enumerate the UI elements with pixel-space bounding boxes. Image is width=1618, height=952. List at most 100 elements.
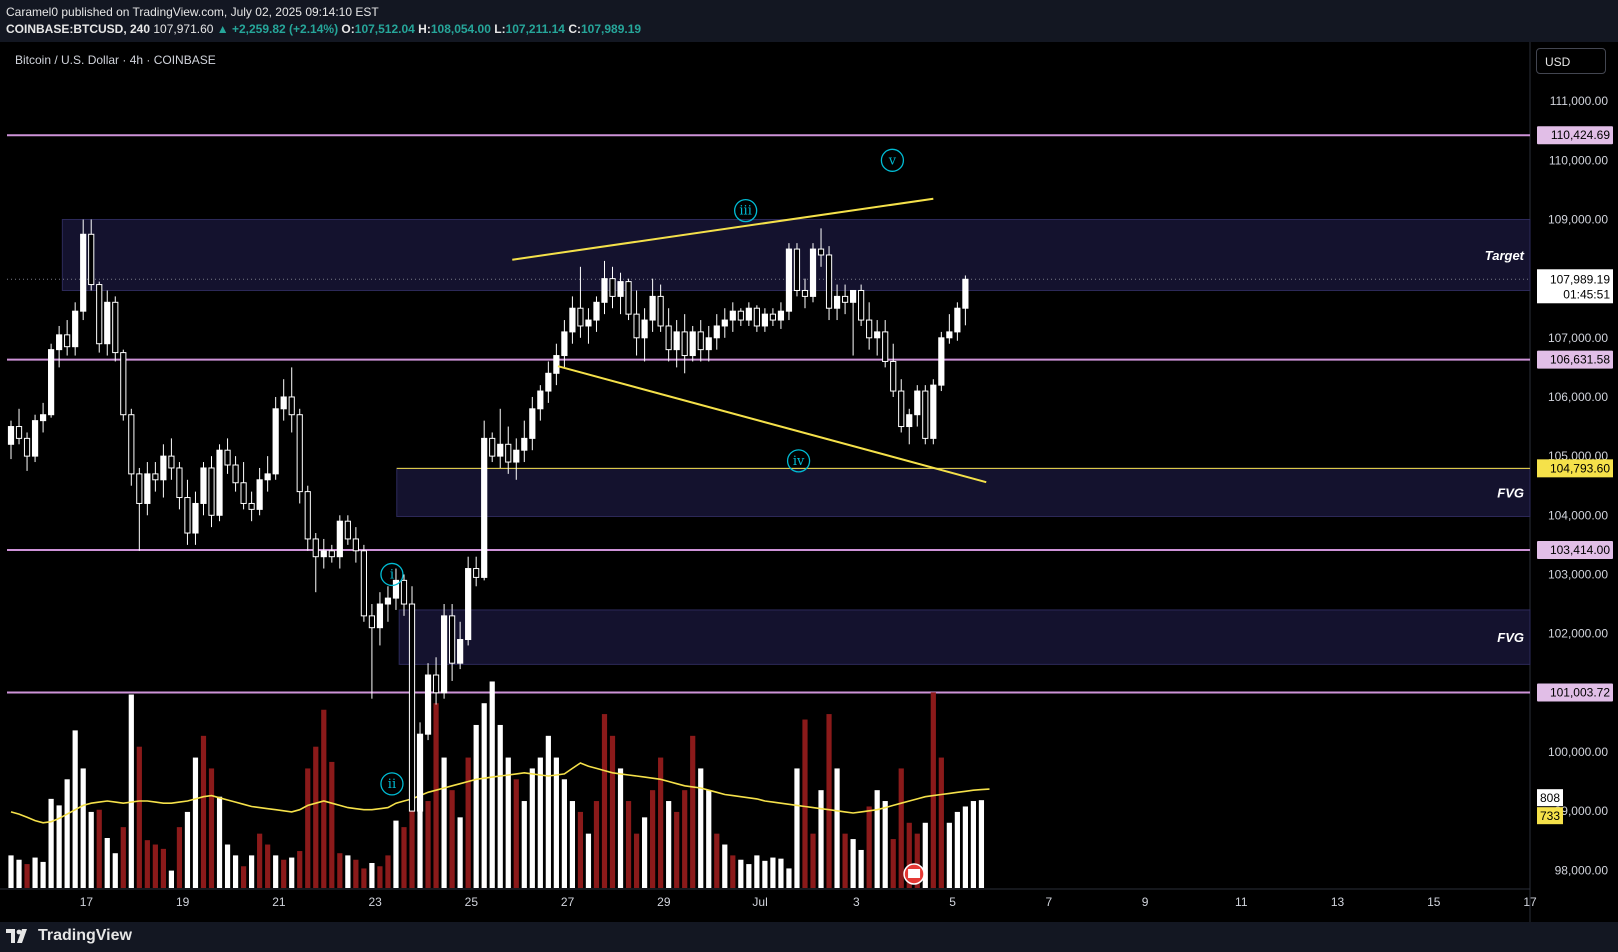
candle-body <box>657 295 664 327</box>
candle-body <box>296 414 303 493</box>
volume-bar <box>353 859 359 888</box>
header-bar: Caramel0 published on TradingView.com, J… <box>0 0 1618 42</box>
volume-bar <box>224 844 231 888</box>
candle-body <box>136 473 143 504</box>
candle-body <box>513 449 520 463</box>
volume-bar <box>329 761 335 888</box>
candle-body <box>697 331 704 351</box>
volume-bar <box>128 694 134 888</box>
volume-bar <box>208 768 215 888</box>
volume-bar <box>465 757 471 888</box>
volume-bar <box>369 863 375 888</box>
volume-bar <box>674 811 680 888</box>
level-label-1: 106,631.58 <box>1550 353 1610 367</box>
price-chart[interactable]: TargetFVGFVGiiiiiiivv111,000.00110,000.0… <box>0 42 1618 922</box>
volume-bar <box>593 801 600 888</box>
candle-body <box>938 337 945 386</box>
volume-bar <box>200 735 207 888</box>
candle-body <box>801 289 809 297</box>
candle-body <box>609 278 616 297</box>
volume-bar <box>361 868 367 888</box>
candle-body <box>617 281 624 297</box>
candle-body <box>64 334 71 348</box>
volume-bar <box>337 853 343 888</box>
candle-body <box>449 615 456 664</box>
candle-body <box>473 568 480 578</box>
ohlc-line: COINBASE:BTCUSD, 240 107,971.60 ▲ +2,259… <box>6 22 641 36</box>
footer-bar: TradingView <box>0 922 1618 952</box>
us-flag-icon <box>908 869 921 878</box>
volume-bar <box>136 746 142 888</box>
candle-body <box>882 331 889 362</box>
candle-body <box>48 349 55 416</box>
candle-body <box>705 337 712 351</box>
tradingview-logo[interactable]: TradingView <box>6 927 132 945</box>
candle-body <box>328 550 335 558</box>
volume-bar <box>249 855 255 888</box>
volume-bar <box>970 801 977 888</box>
published-text: published on TradingView.com, July 02, 2… <box>61 5 379 19</box>
candle-body <box>344 520 351 540</box>
volume-bar <box>802 719 808 888</box>
volume-bar <box>922 822 928 888</box>
y-tick-label: 102,000.00 <box>1548 627 1608 641</box>
candle-body <box>922 390 929 439</box>
author-name[interactable]: Caramel0 <box>6 5 59 19</box>
wave-circle-i <box>380 562 404 587</box>
volume-bar <box>666 801 672 888</box>
candle-body <box>465 568 472 641</box>
volume-bar <box>521 801 527 888</box>
volume-bar <box>914 833 920 888</box>
volume-bar <box>489 681 495 888</box>
volume-bar <box>160 848 166 888</box>
level-label-bg-2 <box>1537 540 1613 559</box>
candle-body <box>112 301 119 354</box>
volume-bar <box>746 864 752 888</box>
volume-bar <box>16 859 22 888</box>
candle-body <box>850 289 857 303</box>
candle-body <box>376 603 384 629</box>
trendline-1 <box>557 365 987 484</box>
candle-body <box>866 319 873 339</box>
volume-bar <box>601 714 608 888</box>
wave-circle-v <box>880 148 905 172</box>
candle-body <box>440 615 448 694</box>
volume-bar <box>513 779 519 888</box>
candle-body <box>240 482 247 504</box>
candle-body <box>481 437 488 578</box>
volume-bar <box>938 757 944 888</box>
volume-bar <box>946 822 952 888</box>
volume-bar <box>762 860 768 888</box>
volume-bar <box>722 844 728 888</box>
volume-bar <box>96 809 102 888</box>
candle-body <box>400 579 408 605</box>
volume-bar <box>770 857 776 888</box>
candle-body <box>537 390 544 410</box>
candle-body <box>745 307 752 321</box>
candle-body <box>264 473 271 481</box>
volume-bar <box>690 735 696 888</box>
x-tick-label: 17 <box>80 895 94 909</box>
candle-body <box>72 310 79 348</box>
volume-bar <box>64 779 70 888</box>
level-label-bg-1 <box>1537 350 1613 369</box>
y-tick-label: 109,000.00 <box>1548 212 1608 226</box>
candle-body <box>761 313 768 327</box>
candle-body <box>753 307 760 327</box>
volume-bar <box>321 709 327 888</box>
level-label-bg-3 <box>1537 683 1613 702</box>
candle-body <box>489 437 496 457</box>
candle-body <box>569 307 576 333</box>
volume-bar <box>858 849 864 888</box>
candle-body <box>208 467 215 516</box>
candle-body <box>248 502 255 510</box>
volume-bar <box>842 833 848 888</box>
candle-body <box>216 449 223 516</box>
currency-button[interactable]: USD <box>1536 48 1606 74</box>
volume-bar <box>529 768 535 888</box>
candle-body <box>39 414 47 422</box>
candle-body <box>601 278 608 303</box>
candle-body <box>890 360 897 392</box>
candle-body <box>777 310 785 321</box>
candle-body <box>817 248 825 256</box>
